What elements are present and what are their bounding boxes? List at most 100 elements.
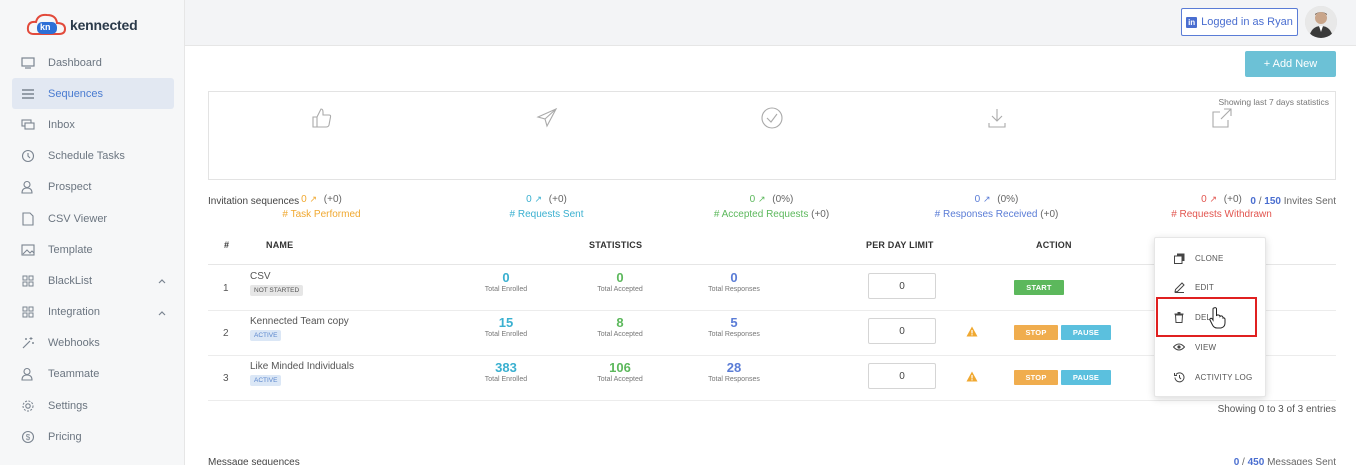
sidebar-item-sequences[interactable]: Sequences: [12, 78, 174, 109]
stat-task-performed: 0 ↗ (+0) # Task Performed: [209, 92, 434, 181]
sidebar-item-pricing[interactable]: $ Pricing: [12, 421, 174, 452]
sidebar-item-dashboard[interactable]: Dashboard: [12, 47, 174, 78]
highlight-annotation: [1156, 297, 1257, 337]
start-button[interactable]: START: [1014, 280, 1064, 295]
stat-accepted: 8 Total Accepted: [570, 315, 670, 338]
stat-label: # Task Performed: [209, 209, 434, 220]
sidebar-item-csv-viewer[interactable]: CSV Viewer: [12, 203, 174, 234]
pencil-icon: [1173, 281, 1185, 293]
accepted-value: 106: [570, 360, 670, 375]
pause-button[interactable]: PAUSE: [1061, 325, 1111, 340]
add-new-button[interactable]: + Add New: [1245, 51, 1336, 77]
eye-icon: [1173, 341, 1185, 353]
column-header-name[interactable]: NAME: [266, 240, 293, 250]
stats-panel: Showing last 7 days statistics 0 ↗ (+0) …: [208, 91, 1336, 180]
warning-icon[interactable]: [966, 371, 978, 385]
list-icon: [20, 86, 36, 102]
menu-item-clone[interactable]: CLONE: [1155, 243, 1265, 273]
brand-logo[interactable]: kn kennected: [26, 10, 137, 40]
enrolled-label: Total Enrolled: [456, 376, 556, 383]
sparkle-icon: [20, 335, 36, 351]
chevron-up-icon[interactable]: [158, 307, 166, 319]
invites-sent-total: 150: [1264, 196, 1281, 207]
sidebar-item-template[interactable]: Template: [12, 234, 174, 265]
sidebar-item-label: Prospect: [48, 181, 91, 193]
sequence-name[interactable]: Kennected Team copy: [250, 316, 349, 327]
sidebar-item-prospect[interactable]: Prospect: [12, 172, 174, 203]
per-day-limit-input[interactable]: 0: [868, 318, 936, 344]
menu-item-activity-log[interactable]: ACTIVITY LOG: [1155, 362, 1265, 392]
sequence-name[interactable]: CSV: [250, 271, 271, 282]
sequence-name[interactable]: Like Minded Individuals: [250, 361, 354, 372]
user-icon: [20, 366, 36, 382]
logged-in-button[interactable]: in Logged in as Ryan: [1181, 8, 1298, 36]
dollar-icon: $: [20, 429, 36, 445]
invites-sent-counter: 0 / 150 Invites Sent: [1250, 196, 1336, 207]
stat-enrolled: 383 Total Enrolled: [456, 360, 556, 383]
enrolled-label: Total Enrolled: [456, 286, 556, 293]
stat-value: 0: [1201, 194, 1207, 205]
sidebar-item-label: Inbox: [48, 119, 75, 131]
pause-button[interactable]: PAUSE: [1061, 370, 1111, 385]
download-icon: [985, 106, 1009, 130]
stat-value: 0: [750, 194, 756, 205]
stat-enrolled: 15 Total Enrolled: [456, 315, 556, 338]
sidebar-item-label: Teammate: [48, 368, 99, 380]
stat-accepted-requests: 0 ↗ (0%) # Accepted Requests (+0): [659, 92, 884, 181]
stat-value-line: 0 ↗ (0%): [659, 194, 884, 205]
sidebar-item-teammate[interactable]: Teammate: [12, 359, 174, 390]
check-circle-icon: [760, 106, 784, 130]
menu-item-label: EDIT: [1195, 283, 1214, 292]
column-header-number: #: [224, 240, 229, 250]
sidebar-item-inbox[interactable]: Inbox: [12, 109, 174, 140]
accepted-value: 0: [570, 270, 670, 285]
stat-enrolled: 0 Total Enrolled: [456, 270, 556, 293]
stat-delta: (+0): [1224, 194, 1242, 205]
responses-label: Total Responses: [684, 376, 784, 383]
warning-icon[interactable]: [966, 326, 978, 340]
row-number: 2: [223, 328, 229, 339]
stat-label: # Accepted Requests: [714, 209, 809, 220]
stat-label-line: # Accepted Requests (+0): [659, 209, 884, 220]
svg-text:$: $: [26, 433, 31, 442]
external-link-icon: [1210, 106, 1234, 130]
paper-plane-icon: [535, 106, 559, 130]
sidebar-item-integration[interactable]: Integration: [12, 297, 174, 328]
accepted-label: Total Accepted: [570, 286, 670, 293]
enrolled-value: 383: [456, 360, 556, 375]
stop-button[interactable]: STOP: [1014, 370, 1058, 385]
stat-accepted: 106 Total Accepted: [570, 360, 670, 383]
trend-icon: ↗: [758, 194, 766, 204]
column-header-statistics: STATISTICS: [589, 240, 642, 250]
chevron-up-icon[interactable]: [158, 275, 166, 287]
trend-icon: ↗: [983, 194, 991, 204]
responses-value: 5: [684, 315, 784, 330]
sidebar-item-label: Schedule Tasks: [48, 150, 125, 162]
per-day-limit-input[interactable]: 0: [868, 363, 936, 389]
sidebar-item-label: CSV Viewer: [48, 213, 107, 225]
logged-in-label: Logged in as Ryan: [1201, 16, 1293, 28]
gear-icon: [20, 398, 36, 414]
per-day-limit-input[interactable]: 0: [868, 273, 936, 299]
avatar[interactable]: [1305, 6, 1337, 38]
table-entries-info: Showing 0 to 3 of 3 entries: [1218, 404, 1336, 415]
stat-extra: (+0): [1040, 209, 1058, 220]
linkedin-icon: in: [1186, 17, 1197, 28]
sidebar-item-blacklist[interactable]: BlackList: [12, 265, 174, 296]
sidebar-item-webhooks[interactable]: Webhooks: [12, 328, 174, 359]
stat-value: 0: [526, 194, 532, 205]
row-number: 1: [223, 283, 229, 294]
sidebar-item-schedule-tasks[interactable]: Schedule Tasks: [12, 141, 174, 172]
stop-button[interactable]: STOP: [1014, 325, 1058, 340]
accepted-value: 8: [570, 315, 670, 330]
menu-item-label: VIEW: [1195, 343, 1216, 352]
clone-icon: [1173, 252, 1185, 264]
stat-extra: (+0): [811, 209, 829, 220]
invites-sent-label: Invites Sent: [1284, 196, 1336, 207]
stat-value-line: 0 ↗ (0%): [884, 194, 1109, 205]
trend-icon: ↗: [309, 194, 317, 204]
sidebar-item-settings[interactable]: Settings: [12, 390, 174, 421]
messages-sent-total: 450: [1248, 457, 1265, 465]
enrolled-label: Total Enrolled: [456, 331, 556, 338]
status-badge: ACTIVE: [250, 375, 281, 386]
